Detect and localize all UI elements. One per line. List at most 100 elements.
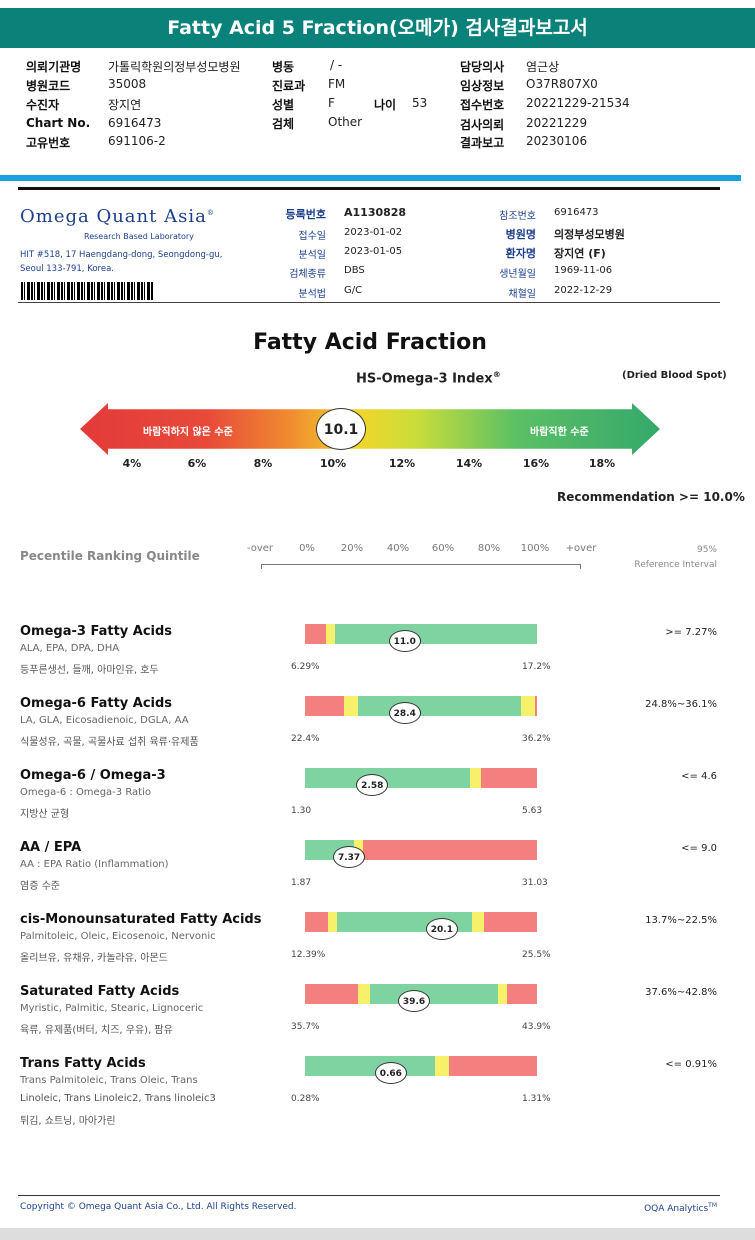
range-segment xyxy=(497,984,507,1004)
reference-interval: 24.8%~36.1% xyxy=(645,699,717,710)
row-description: 등푸른생선, 들깨, 아마인유, 호두 xyxy=(20,665,159,676)
row-subtitle: Myristic, Palmitic, Stearic, Lignoceric xyxy=(20,1003,204,1014)
footer-brand-text: OQA Analytics xyxy=(644,1204,709,1214)
value-marker: 7.37 xyxy=(333,846,366,868)
header-value: 35008 xyxy=(108,77,147,91)
gauge-tick: 10% xyxy=(319,457,347,470)
header-value: 691106-2 xyxy=(108,134,166,148)
recommendation: Recommendation >= 10.0% xyxy=(557,490,745,504)
row-description: Linoleic, Trans Linoleic2, Trans linolei… xyxy=(20,1093,216,1104)
specimen-value: 2023-01-02 xyxy=(344,227,403,238)
row-description: 지방산 균형 xyxy=(20,809,70,820)
reference-interval: 37.6%~42.8% xyxy=(645,987,717,998)
gauge-right-label: 바람직한 수준 xyxy=(530,427,589,438)
header-label: 성별 xyxy=(272,98,295,112)
header-value: FM xyxy=(328,77,346,91)
lab-tagline: Research Based Laboratory xyxy=(84,232,194,241)
value-marker: 2.58 xyxy=(356,774,389,796)
row-subtitle: Palmitoleic, Oleic, Eicosenoic, Nervonic xyxy=(20,931,216,942)
percentile-axis xyxy=(261,564,581,565)
main-title: Fatty Acid Fraction xyxy=(253,330,487,355)
page-bottom xyxy=(0,1228,755,1240)
footer-brand: OQA AnalyticsTM xyxy=(600,1202,717,1214)
specimen-label: 분석법 xyxy=(298,289,326,300)
range-max: 1.31% xyxy=(522,1094,551,1104)
range-segment xyxy=(534,696,537,716)
reference-header-line-1: 95% xyxy=(696,545,717,555)
gauge-tick: 6% xyxy=(187,457,207,470)
header-value: F xyxy=(328,96,335,110)
gauge-tick: 4% xyxy=(122,457,142,470)
header-value: 20221229 xyxy=(526,116,588,130)
header-label: 병원코드 xyxy=(26,79,71,93)
percentile-label: 20% xyxy=(340,543,364,554)
header-label: 결과보고 xyxy=(460,136,505,150)
specimen-label: 등록번호 xyxy=(285,208,326,221)
range-bar xyxy=(305,768,537,788)
range-max: 36.2% xyxy=(522,734,551,744)
header-label: 임상정보 xyxy=(460,79,505,93)
reference-interval: 13.7%~22.5% xyxy=(645,915,717,926)
range-segment xyxy=(358,984,370,1004)
specimen-value: DBS xyxy=(344,265,365,276)
percentile-label: 80% xyxy=(477,543,501,554)
range-segment xyxy=(358,696,521,716)
header-value: 6916473 xyxy=(108,116,162,130)
report-title: Fatty Acid 5 Fraction(오메가) 검사결과보고서 xyxy=(0,8,755,48)
divider xyxy=(18,302,720,303)
row-description: 올리브유, 유채유, 카놀라유, 아몬드 xyxy=(20,953,168,964)
range-segment xyxy=(325,624,336,644)
specimen-value: 2022-12-29 xyxy=(554,285,613,296)
hs-omega-title-sup: ® xyxy=(492,370,501,379)
range-max: 17.2% xyxy=(522,662,551,672)
specimen-value: 의정부성모병원 xyxy=(554,228,625,241)
row-title: cis-Monounsaturated Fatty Acids xyxy=(20,912,262,927)
value-marker: 20.1 xyxy=(425,918,458,940)
range-segment xyxy=(305,624,326,644)
header-label: 수진자 xyxy=(26,98,60,112)
range-segment xyxy=(305,768,470,788)
gauge-tick: 14% xyxy=(455,457,483,470)
range-segment xyxy=(305,1056,435,1076)
range-segment xyxy=(335,624,537,644)
specimen-label: 검체종류 xyxy=(289,269,326,280)
header-label: Chart No. xyxy=(26,116,91,130)
range-segment xyxy=(369,984,498,1004)
range-min: 35.7% xyxy=(291,1022,320,1032)
lab-address-line-1: HIT #518, 17 Haengdang-dong, Seongdong-g… xyxy=(20,250,223,260)
row-description: 육류, 유제품(버터, 치즈, 우유), 팜유 xyxy=(20,1025,173,1036)
range-min: 6.29% xyxy=(291,662,320,672)
range-segment xyxy=(305,912,329,932)
gauge-tick: 8% xyxy=(253,457,273,470)
percentile-label: 100% xyxy=(520,543,550,554)
percentile-label: 40% xyxy=(386,543,410,554)
row-subtitle: LA, GLA, Eicosadienoic, DGLA, AA xyxy=(20,715,189,726)
divider xyxy=(18,1195,720,1196)
percentile-label: -over xyxy=(246,543,274,554)
header-value: 가톨릭학원의정부성모병원 xyxy=(108,60,241,74)
hs-omega-title-text: HS-Omega-3 Index xyxy=(356,371,493,387)
lab-address-line-2: Seoul 133-791, Korea. xyxy=(20,264,114,274)
range-segment xyxy=(305,696,345,716)
reference-header: 95% Reference Interval xyxy=(626,543,717,573)
percentile-label: +over xyxy=(565,543,597,554)
range-bar xyxy=(305,1056,537,1076)
percentile-tick xyxy=(261,564,262,569)
lab-name: Omega Quant Asia xyxy=(20,206,207,227)
range-segment xyxy=(448,1056,537,1076)
row-subtitle: ALA, EPA, DPA, DHA xyxy=(20,643,120,654)
specimen-value: A1130828 xyxy=(344,206,407,219)
header-value: Other xyxy=(328,115,363,129)
reference-interval: <= 4.6 xyxy=(681,771,717,782)
range-segment xyxy=(520,696,535,716)
row-title: AA / EPA xyxy=(20,840,82,855)
range-min: 22.4% xyxy=(291,734,320,744)
range-max: 25.5% xyxy=(522,950,551,960)
range-segment xyxy=(506,984,537,1004)
specimen-label: 채혈일 xyxy=(508,289,536,300)
range-segment xyxy=(481,768,537,788)
gauge-tick: 16% xyxy=(522,457,550,470)
hs-omega-value-marker: 10.1 xyxy=(316,408,366,450)
header-value: 염근상 xyxy=(526,60,560,74)
percentile-label: 60% xyxy=(431,543,455,554)
